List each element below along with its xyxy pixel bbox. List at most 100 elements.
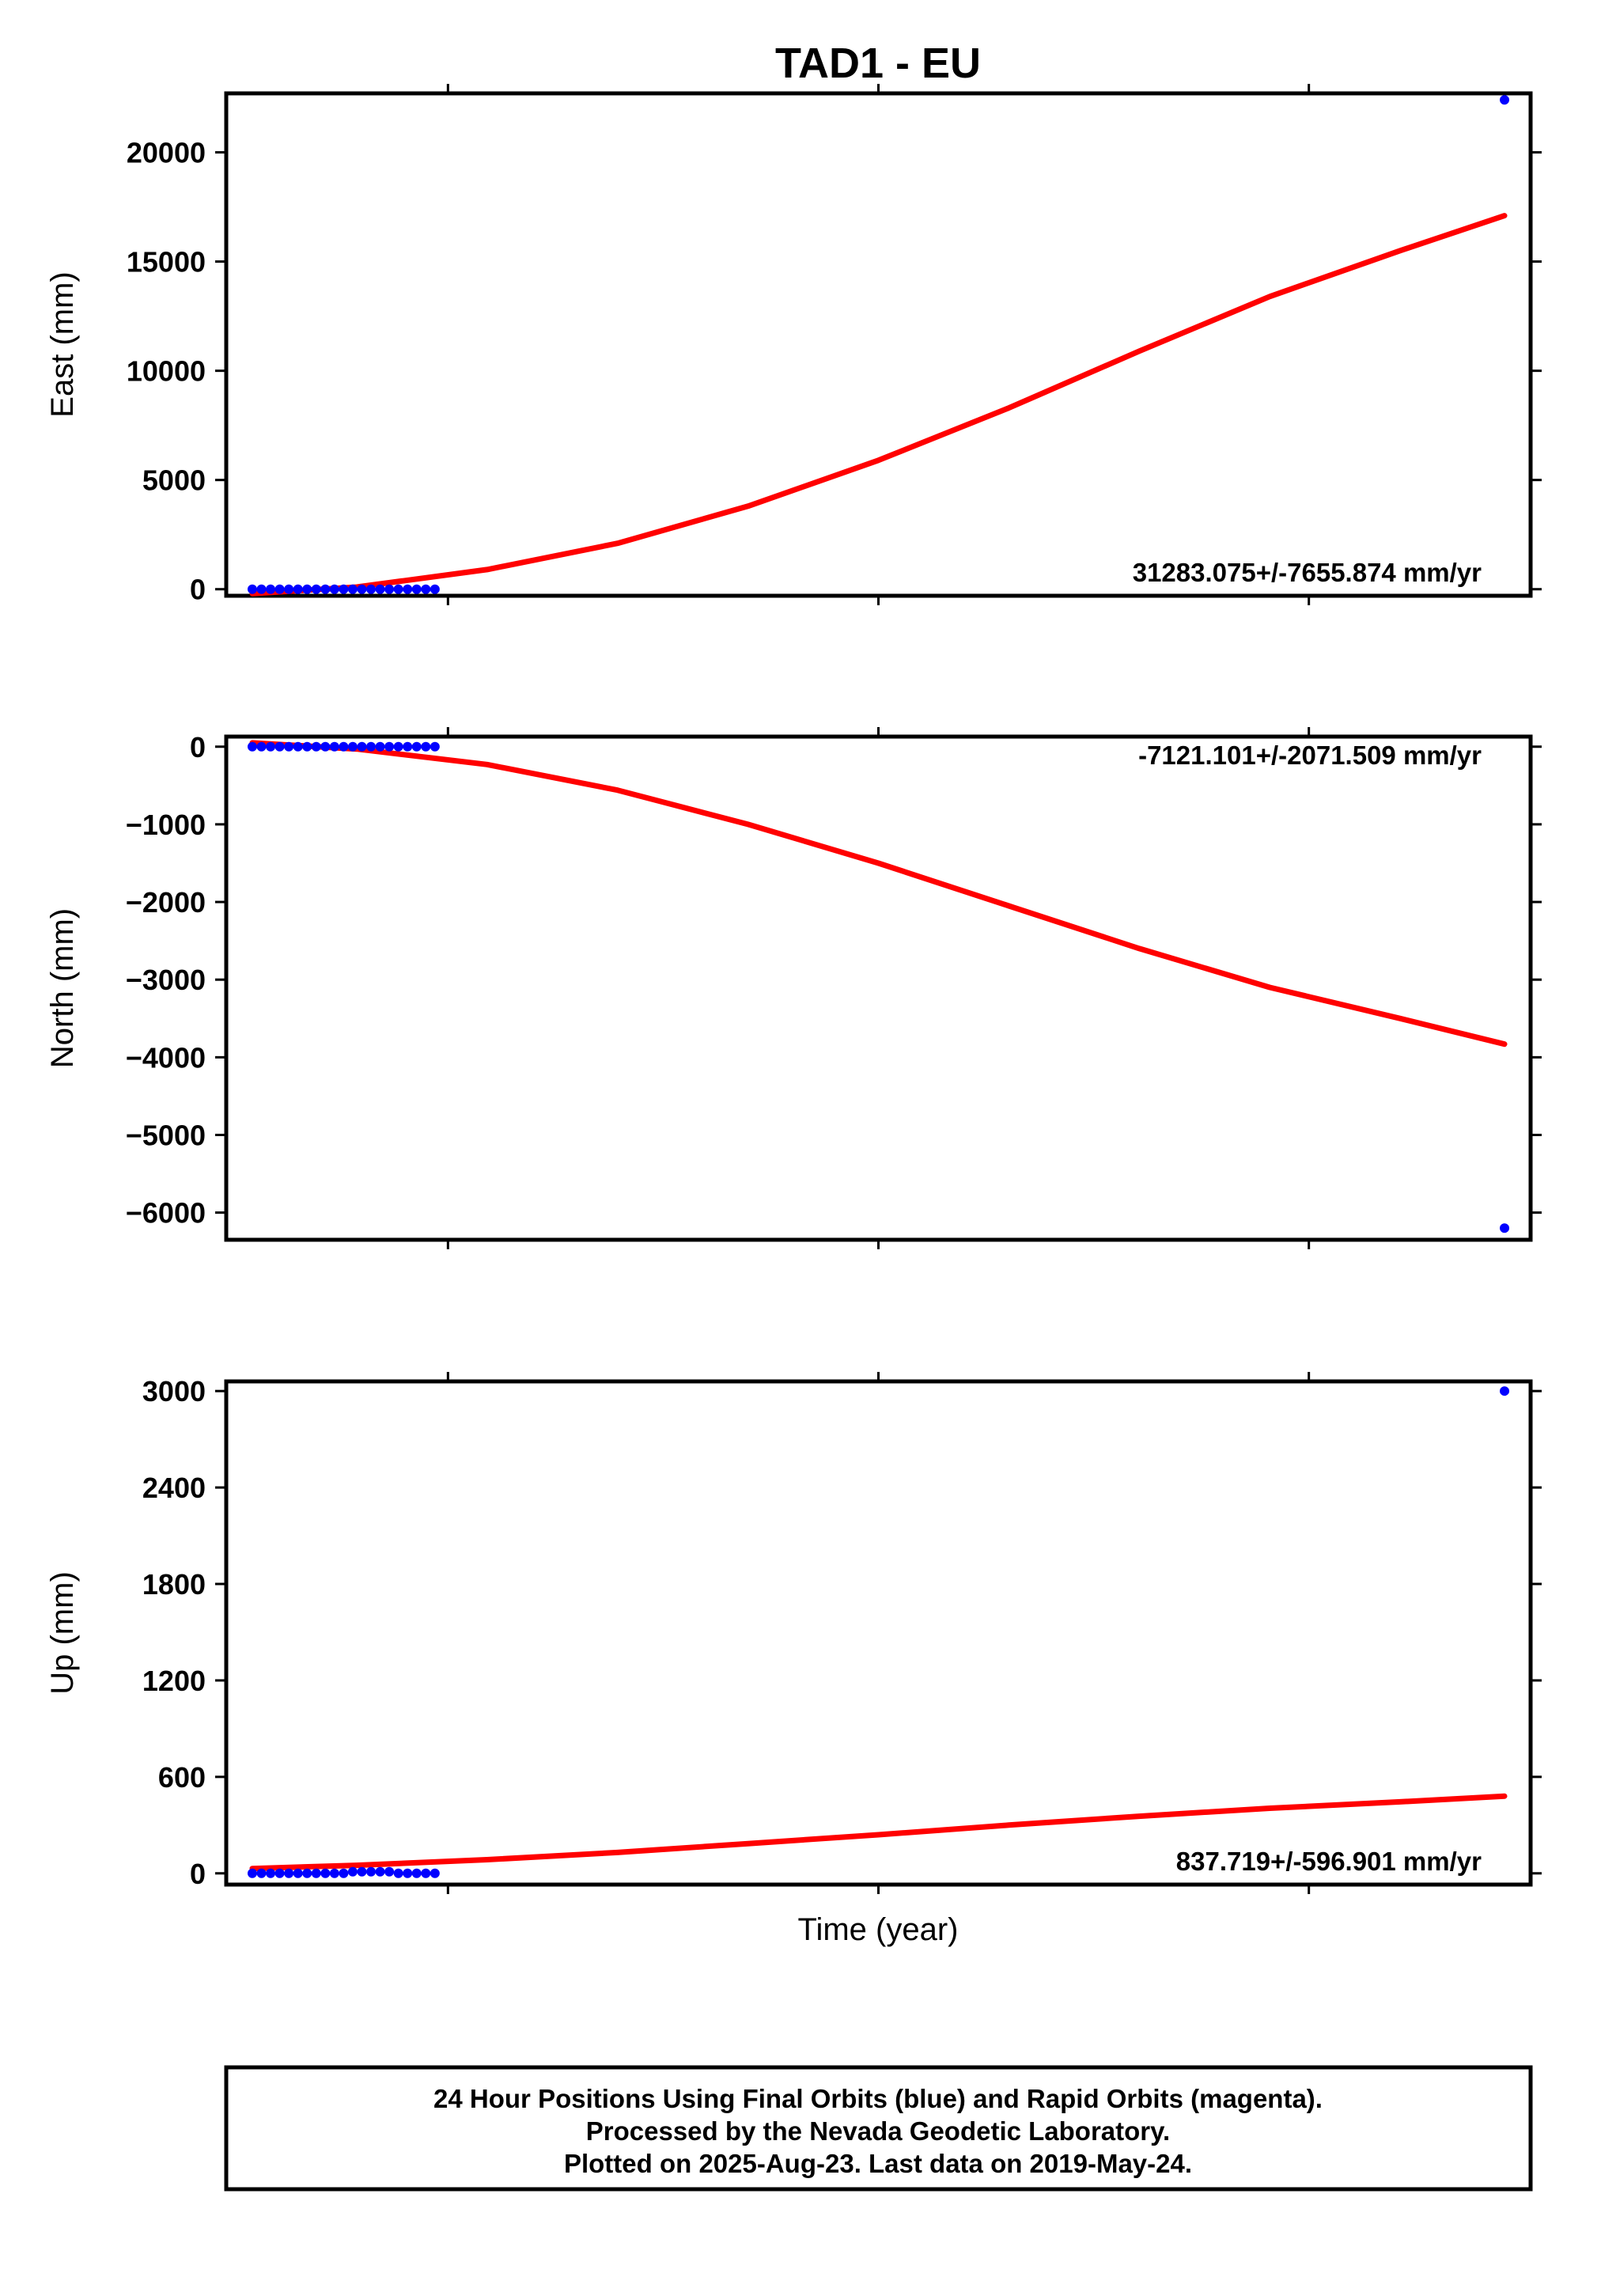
north-data-point	[320, 741, 331, 752]
up-data-point	[411, 1868, 422, 1878]
up-data-point	[329, 1868, 339, 1878]
up-y-tick-label: 600	[158, 1761, 206, 1794]
east-data-point	[393, 584, 403, 594]
east-panel: 0 5000 10000 15000 20000 East (mm) 31283.075+/…	[45, 84, 1542, 606]
north-y-axis-label: North (mm)	[45, 908, 80, 1068]
up-data-point	[1500, 1386, 1510, 1396]
footer-line-2: Processed by the Nevada Geodetic Laborat…	[586, 2116, 1170, 2146]
east-data-point	[375, 584, 385, 594]
east-data-point	[347, 584, 358, 594]
up-data-point	[320, 1868, 331, 1878]
east-plot-frame	[224, 91, 1533, 598]
east-data-point	[430, 584, 440, 594]
up-y-tick-label: 0	[190, 1858, 206, 1890]
north-fit-line	[249, 740, 1508, 1048]
east-data-point	[384, 584, 395, 594]
up-data-point	[421, 1868, 431, 1878]
east-data-point	[357, 584, 367, 594]
north-data-point	[311, 741, 321, 752]
east-data-point	[320, 584, 331, 594]
up-data-point	[302, 1868, 312, 1878]
east-data-point	[266, 584, 276, 594]
north-y-tick-label: −2000	[126, 886, 206, 919]
north-data-point	[302, 741, 312, 752]
north-data-point	[329, 741, 339, 752]
figure-title: TAD1 - EU	[775, 40, 981, 87]
up-y-tick-label: 3000	[142, 1375, 206, 1408]
east-data-point	[421, 584, 431, 594]
up-rate-annotation: 837.719+/-596.901 mm/yr	[1176, 1847, 1482, 1876]
up-fit-line	[249, 1793, 1508, 1872]
north-data-point	[266, 741, 276, 752]
north-panel: 0 −1000 −2000 −3000 −4000 −5000 −6000 North (mm…	[45, 727, 1542, 1249]
north-data-point	[366, 741, 377, 752]
up-data-point	[311, 1868, 321, 1878]
east-y-axis-label: East (mm)	[45, 271, 80, 417]
up-data-point	[247, 1868, 257, 1878]
up-data-point	[274, 1868, 285, 1878]
east-data-point	[366, 584, 377, 594]
up-data-point	[266, 1868, 276, 1878]
north-rate-annotation: -7121.101+/-2071.509 mm/yr	[1138, 741, 1482, 770]
up-data-point	[375, 1866, 385, 1877]
east-data-point	[1500, 95, 1510, 105]
up-data-point	[284, 1868, 294, 1878]
east-fit-line	[249, 213, 1508, 597]
footer-box: 24 Hour Positions Using Final Orbits (bl…	[224, 2065, 1533, 2192]
north-plot-frame	[224, 734, 1533, 1242]
east-data-point	[329, 584, 339, 594]
east-data-point	[302, 584, 312, 594]
east-data-point	[411, 584, 422, 594]
up-y-axis-label: Up (mm)	[45, 1571, 80, 1695]
north-data-point	[284, 741, 294, 752]
east-data-point	[311, 584, 321, 594]
east-data-point	[293, 584, 303, 594]
north-data-point	[274, 741, 285, 752]
north-data-point	[247, 741, 257, 752]
north-y-tick-label: −4000	[126, 1041, 206, 1074]
up-data-point	[403, 1868, 413, 1878]
north-y-tick-label: 0	[190, 731, 206, 763]
east-data-point	[403, 584, 413, 594]
up-data-point	[347, 1866, 358, 1877]
up-plot-frame	[224, 1379, 1533, 1887]
north-data-point	[293, 741, 303, 752]
up-y-tick-label: 2400	[142, 1472, 206, 1504]
north-data-point	[411, 741, 422, 752]
east-y-tick-label: 10000	[127, 355, 206, 388]
north-y-tick-label: −5000	[126, 1120, 206, 1152]
up-data-point	[293, 1868, 303, 1878]
up-data-point	[384, 1866, 395, 1877]
east-rate-annotation: 31283.075+/-7655.874 mm/yr	[1133, 558, 1482, 587]
north-data-point	[421, 741, 431, 752]
north-y-tick-label: −3000	[126, 964, 206, 996]
east-y-tick-label: 20000	[127, 137, 206, 169]
east-data-point	[339, 584, 349, 594]
up-data-point	[393, 1868, 403, 1878]
north-data-point	[256, 741, 267, 752]
x-axis-label: Time (year)	[798, 1912, 959, 1947]
footer-border	[224, 2065, 1533, 2192]
east-y-tick-label: 5000	[142, 464, 206, 497]
up-y-tick-label: 1200	[142, 1665, 206, 1697]
up-data-point	[357, 1866, 367, 1877]
up-data-point	[430, 1868, 440, 1878]
north-data-point	[375, 741, 385, 752]
east-data-point	[284, 584, 294, 594]
up-data-point	[339, 1868, 349, 1878]
north-y-tick-label: −1000	[126, 809, 206, 841]
up-y-tick-label: 1800	[142, 1568, 206, 1601]
north-data-point	[430, 741, 440, 752]
east-data-point	[247, 584, 257, 594]
north-data-point	[384, 741, 395, 752]
footer-line-1: 24 Hour Positions Using Final Orbits (bl…	[433, 2084, 1323, 2113]
up-data-point	[256, 1868, 267, 1878]
east-data-point	[274, 584, 285, 594]
north-y-tick-label: −6000	[126, 1197, 206, 1229]
north-data-point	[339, 741, 349, 752]
east-y-tick-label: 0	[190, 574, 206, 606]
east-y-tick-label: 15000	[127, 246, 206, 278]
east-data-point	[256, 584, 267, 594]
up-data-point	[366, 1866, 377, 1877]
north-data-point	[357, 741, 367, 752]
